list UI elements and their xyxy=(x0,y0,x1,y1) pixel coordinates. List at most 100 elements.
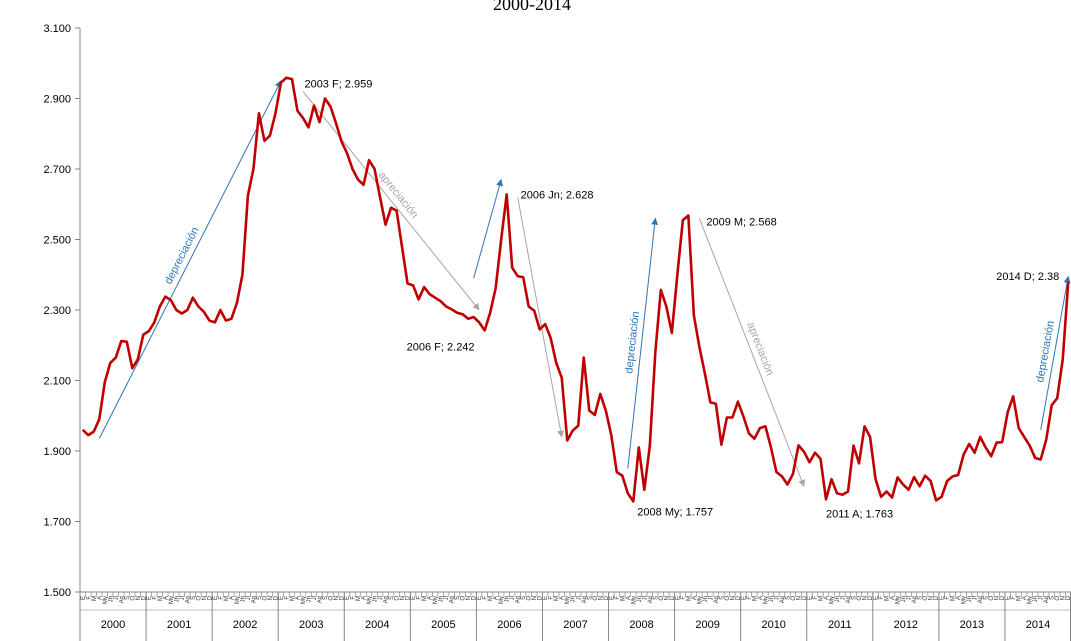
x-month-label: A xyxy=(494,596,500,600)
x-month-label: F xyxy=(615,596,621,600)
x-month-label: Jn xyxy=(306,596,312,602)
x-month-label: My xyxy=(565,596,571,604)
trend-arrow xyxy=(1040,275,1071,430)
x-month-label: A xyxy=(626,596,632,600)
x-month-label: Jl xyxy=(510,596,516,600)
x-month-label: F xyxy=(152,596,158,600)
x-month-label: Ag xyxy=(714,596,720,603)
y-tick-label: 2.700 xyxy=(43,164,71,176)
x-month-label: E xyxy=(807,596,813,600)
x-month-label: A xyxy=(560,596,566,600)
trend-arrow xyxy=(302,91,480,311)
x-month-label: F xyxy=(218,596,224,600)
x-month-label: O xyxy=(329,596,335,601)
x-month-label: F xyxy=(86,596,92,600)
x-month-label: F xyxy=(747,596,753,600)
x-month-label: O xyxy=(989,596,995,601)
x-month-label: Jn xyxy=(703,596,709,602)
x-month-label: My xyxy=(169,596,175,604)
x-month-label: N xyxy=(863,596,869,600)
x-month-label: Jl xyxy=(312,596,318,600)
x-month-label: Jn xyxy=(571,596,577,602)
x-month-label: O xyxy=(130,596,136,601)
x-month-label: D xyxy=(538,595,544,600)
x-month-label: M xyxy=(290,596,296,601)
x-month-label: O xyxy=(593,596,599,601)
x-month-label: My xyxy=(1028,596,1034,604)
x-month-label: D xyxy=(472,595,478,600)
x-month-label: Jn xyxy=(505,596,511,602)
x-month-label: S xyxy=(918,596,924,600)
x-month-label: F xyxy=(1011,596,1017,600)
x-month-label: Jl xyxy=(841,596,847,600)
annotation-label: 2006 Jn; 2.628 xyxy=(521,189,594,201)
x-month-label: E xyxy=(81,596,87,600)
x-month-label: N xyxy=(466,596,472,600)
trend-arrow xyxy=(98,80,282,439)
x-month-label: My xyxy=(896,596,902,604)
annotation-label: 2006 F; 2.242 xyxy=(407,341,475,353)
x-month-label: D xyxy=(141,595,147,600)
x-year-label: 2008 xyxy=(629,619,653,631)
x-month-label: E xyxy=(213,596,219,600)
x-month-label: O xyxy=(461,596,467,601)
x-month-label: Ag xyxy=(317,596,323,603)
x-month-label: M xyxy=(554,596,560,601)
x-year-label: 2003 xyxy=(299,619,323,631)
x-month-label: S xyxy=(852,596,858,600)
series-line xyxy=(81,76,1070,503)
x-month-label: A xyxy=(758,596,764,600)
x-month-label: N xyxy=(532,596,538,600)
x-month-label: E xyxy=(147,596,153,600)
x-month-label: S xyxy=(984,596,990,600)
x-month-label: Jl xyxy=(576,596,582,600)
x-month-label: E xyxy=(609,596,615,600)
x-month-label: N xyxy=(598,596,604,600)
x-month-label: M xyxy=(224,596,230,601)
y-tick-label: 2.900 xyxy=(43,94,71,106)
y-tick-label: 2.500 xyxy=(43,235,71,247)
y-tick-label: 3.100 xyxy=(43,23,71,35)
x-month-label: Ag xyxy=(119,596,125,603)
x-month-label: F xyxy=(549,596,555,600)
x-month-label: Ag xyxy=(450,596,456,603)
x-month-label: S xyxy=(719,596,725,600)
trend-arrow xyxy=(517,197,565,438)
x-month-label: D xyxy=(273,595,279,600)
trend-arrow-label: depreciación xyxy=(163,225,202,286)
x-month-label: M xyxy=(1017,596,1023,601)
x-month-label: Jl xyxy=(973,596,979,600)
x-month-label: Jn xyxy=(637,596,643,602)
x-month-label: E xyxy=(411,596,417,600)
x-month-label: Jl xyxy=(642,596,648,600)
x-month-label: Jl xyxy=(1039,596,1045,600)
x-month-label: D xyxy=(934,595,940,600)
x-month-label: M xyxy=(356,596,362,601)
x-month-label: Jn xyxy=(901,596,907,602)
x-month-label: F xyxy=(813,596,819,600)
x-month-label: My xyxy=(301,596,307,604)
x-month-label: S xyxy=(257,596,263,600)
x-month-label: E xyxy=(741,596,747,600)
x-month-label: E xyxy=(543,596,549,600)
x-month-label: Jl xyxy=(444,596,450,600)
x-month-label: A xyxy=(97,596,103,600)
x-month-label: Jn xyxy=(769,596,775,602)
x-month-label: S xyxy=(587,596,593,600)
x-month-label: Jn xyxy=(967,596,973,602)
x-month-label: Jl xyxy=(180,596,186,600)
x-month-label: Ag xyxy=(185,596,191,603)
x-month-label: D xyxy=(736,595,742,600)
x-month-label: M xyxy=(158,596,164,601)
annotation-label: 2009 M; 2.568 xyxy=(706,217,776,229)
annotation-label: 2011 A; 1.763 xyxy=(826,508,893,520)
x-month-label: F xyxy=(681,596,687,600)
x-month-label: S xyxy=(125,596,131,600)
x-year-label: 2014 xyxy=(1026,619,1050,631)
x-month-label: M xyxy=(92,596,98,601)
x-month-label: E xyxy=(345,596,351,600)
trend-arrow-label: apreciación xyxy=(744,321,776,378)
x-month-label: A xyxy=(692,596,698,600)
y-tick-label: 2.300 xyxy=(43,305,71,317)
y-tick-label: 1.900 xyxy=(43,446,71,458)
